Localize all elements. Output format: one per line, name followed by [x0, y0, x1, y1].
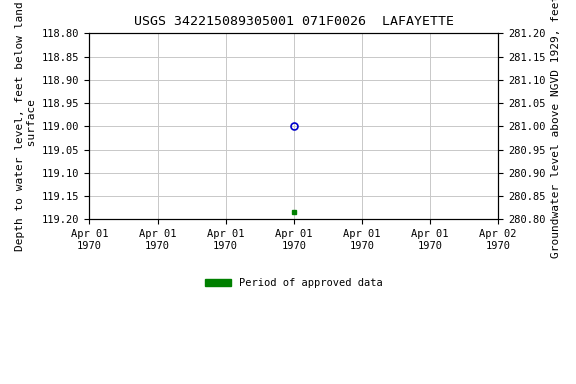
Y-axis label: Depth to water level, feet below land
 surface: Depth to water level, feet below land su…: [15, 2, 37, 251]
Y-axis label: Groundwater level above NGVD 1929, feet: Groundwater level above NGVD 1929, feet: [551, 0, 561, 258]
Legend: Period of approved data: Period of approved data: [200, 274, 387, 292]
Title: USGS 342215089305001 071F0026  LAFAYETTE: USGS 342215089305001 071F0026 LAFAYETTE: [134, 15, 454, 28]
